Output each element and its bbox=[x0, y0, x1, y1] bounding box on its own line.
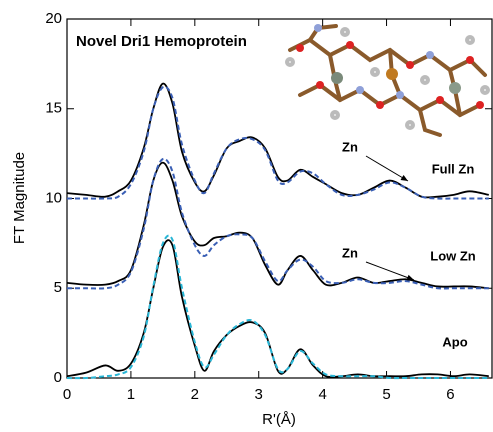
y-tick-label: 20 bbox=[45, 10, 62, 27]
series-label: Full Zn bbox=[432, 161, 475, 176]
y-tick-label: 5 bbox=[54, 279, 62, 296]
data-line bbox=[67, 236, 489, 379]
y-tick-label: 15 bbox=[45, 100, 62, 117]
x-tick-label: 3 bbox=[255, 386, 263, 403]
y-axis-label: FT Magnitude bbox=[11, 152, 28, 244]
x-axis-label: R'(Å) bbox=[262, 411, 296, 428]
molecule-inset bbox=[287, 24, 488, 135]
plot-frame bbox=[67, 19, 492, 378]
series-label: Apo bbox=[442, 334, 467, 349]
series-label: Low Zn bbox=[430, 248, 476, 263]
y-tick-label: 10 bbox=[45, 189, 62, 206]
annotation: Zn bbox=[342, 139, 358, 154]
y-tick-label: 0 bbox=[54, 369, 62, 386]
x-tick-label: 5 bbox=[382, 386, 390, 403]
x-tick-label: 6 bbox=[446, 386, 454, 403]
data-line bbox=[67, 240, 489, 377]
annotation: Zn bbox=[342, 245, 358, 260]
x-tick-label: 2 bbox=[191, 386, 199, 403]
x-tick-label: 0 bbox=[63, 386, 71, 403]
x-tick-label: 1 bbox=[127, 386, 135, 403]
annotation-arrow bbox=[366, 262, 414, 280]
annotation-arrow bbox=[366, 156, 408, 181]
chart: Novel Dri1 Hemoprotein R'(Å) FT Magnitud… bbox=[0, 0, 493, 432]
x-tick-label: 4 bbox=[318, 386, 326, 403]
chart-title: Novel Dri1 Hemoprotein bbox=[76, 33, 247, 50]
